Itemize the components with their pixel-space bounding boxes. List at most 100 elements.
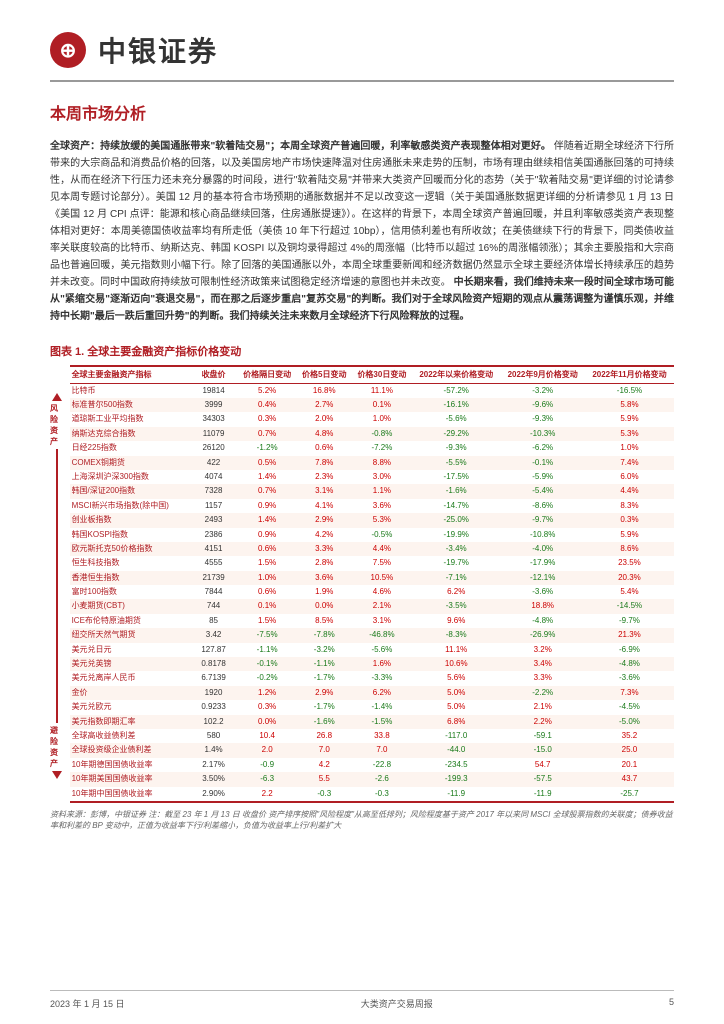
table-row: ICE布伦特原油期货851.5%8.5%3.1%9.6%-4.8%-9.7% — [70, 614, 674, 628]
table-cell: 1920 — [190, 686, 238, 700]
table-row: MSCI新兴市场指数(除中国)11570.9%4.1%3.6%-14.7%-8.… — [70, 499, 674, 513]
table-cell: -1.6% — [297, 715, 352, 729]
table-row: 10年期德国国债收益率2.17%-0.94.2-22.8-234.554.720… — [70, 758, 674, 772]
table-cell: -57.5 — [500, 772, 584, 786]
table-cell: 4.6% — [352, 585, 412, 599]
chart-title: 图表 1. 全球主要金融资产指标价格变动 — [50, 343, 674, 359]
table-cell: 4.2 — [297, 758, 352, 772]
table-cell: 580 — [190, 729, 238, 743]
table-cell: -7.8% — [297, 628, 352, 642]
table-cell: -5.4% — [500, 484, 584, 498]
table-row: 欧元斯托克50价格指数41510.6%3.3%4.4%-3.4%-4.0%8.6… — [70, 542, 674, 556]
table-cell: 2.9% — [297, 686, 352, 700]
table-cell: -9.3% — [412, 441, 500, 455]
table-cell: 5.3% — [585, 427, 674, 441]
table-cell: 5.9% — [585, 528, 674, 542]
table-cell: 25.0 — [585, 743, 674, 757]
table-row: 10年期中国国债收益率2.90%2.2-0.3-0.3-11.9-11.9-25… — [70, 787, 674, 802]
table-cell: 金价 — [70, 686, 190, 700]
col-header: 全球主要金融资产指标 — [70, 366, 190, 383]
table-cell: -7.1% — [412, 571, 500, 585]
section-title: 本周市场分析 — [50, 100, 674, 124]
table-cell: 23.5% — [585, 556, 674, 570]
table-cell: 3.3% — [500, 671, 584, 685]
safe-label: 避险资产 — [50, 723, 64, 771]
table-cell: -8.6% — [500, 499, 584, 513]
table-cell: 7328 — [190, 484, 238, 498]
col-header: 2022年9月价格变动 — [500, 366, 584, 383]
table-cell: 7.0 — [297, 743, 352, 757]
table-cell: -4.8% — [585, 657, 674, 671]
table-cell: -2.2% — [500, 686, 584, 700]
table-cell: 2.0 — [238, 743, 297, 757]
table-cell: -10.3% — [500, 427, 584, 441]
arrow-down-icon — [52, 771, 62, 779]
table-cell: 韩国/深证200指数 — [70, 484, 190, 498]
table-cell: 3.3% — [297, 542, 352, 556]
table-cell: -3.2% — [500, 383, 584, 398]
table-cell: 2.2% — [500, 715, 584, 729]
table-cell: -14.7% — [412, 499, 500, 513]
table-cell: 8.5% — [297, 614, 352, 628]
table-cell: 创业板指数 — [70, 513, 190, 527]
table-cell: -1.1% — [238, 643, 297, 657]
table-cell: 7.5% — [352, 556, 412, 570]
table-cell: 85 — [190, 614, 238, 628]
table-cell: -9.7% — [585, 614, 674, 628]
table-cell: -1.7% — [297, 700, 352, 714]
asset-table-wrap: 风险资产 避险资产 全球主要金融资产指标收盘价价格隔日变动价格5日变动价格30日… — [50, 365, 674, 803]
table-cell: 香港恒生指数 — [70, 571, 190, 585]
table-cell: -1.5% — [352, 715, 412, 729]
table-cell: 美元兑日元 — [70, 643, 190, 657]
table-cell: 5.4% — [585, 585, 674, 599]
table-cell: 1.2% — [238, 686, 297, 700]
brand-name: 中银证券 — [98, 30, 218, 70]
table-cell: -199.3 — [412, 772, 500, 786]
table-cell: 8.3% — [585, 499, 674, 513]
table-cell: 1.4% — [190, 743, 238, 757]
table-row: 上海深圳沪深300指数40741.4%2.3%3.0%-17.5%-5.9%6.… — [70, 470, 674, 484]
table-cell: 21.3% — [585, 628, 674, 642]
table-row: 日经225指数26120-1.2%0.6%-7.2%-9.3%-6.2%1.0% — [70, 441, 674, 455]
table-cell: 10年期美国国债收益率 — [70, 772, 190, 786]
table-cell: -9.3% — [500, 412, 584, 426]
footer-page: 5 — [669, 997, 674, 1010]
table-header-row: 全球主要金融资产指标收盘价价格隔日变动价格5日变动价格30日变动2022年以来价… — [70, 366, 674, 383]
table-cell: 4074 — [190, 470, 238, 484]
table-cell: -6.9% — [585, 643, 674, 657]
table-cell: -6.2% — [500, 441, 584, 455]
table-cell: ICE布伦特原油期货 — [70, 614, 190, 628]
table-cell: 5.8% — [585, 398, 674, 412]
table-cell: 0.0% — [238, 715, 297, 729]
table-cell: -7.2% — [352, 441, 412, 455]
table-row: 创业板指数24931.4%2.9%5.3%-25.0%-9.7%0.3% — [70, 513, 674, 527]
table-cell: -57.2% — [412, 383, 500, 398]
table-cell: 6.0% — [585, 470, 674, 484]
table-row: 富时100指数78440.6%1.9%4.6%6.2%-3.6%5.4% — [70, 585, 674, 599]
table-cell: 标准普尔500指数 — [70, 398, 190, 412]
table-cell: 2.7% — [297, 398, 352, 412]
table-cell: 美元指数即期汇率 — [70, 715, 190, 729]
table-row: 道琼斯工业平均指数343030.3%2.0%1.0%-5.6%-9.3%5.9% — [70, 412, 674, 426]
table-cell: 35.2 — [585, 729, 674, 743]
body-mid: 伴随着近期全球经济下行所带来的大宗商品和消费品价格的回落，以及美国房地产市场快速… — [50, 141, 674, 288]
table-row: 纽交所天然气期货3.42-7.5%-7.8%-46.8%-8.3%-26.9%2… — [70, 628, 674, 642]
table-cell: MSCI新兴市场指数(除中国) — [70, 499, 190, 513]
table-cell: 19814 — [190, 383, 238, 398]
table-cell: 欧元斯托克50价格指数 — [70, 542, 190, 556]
table-cell: 2.1% — [500, 700, 584, 714]
table-row: 标准普尔500指数39990.4%2.7%0.1%-16.1%-9.6%5.8% — [70, 398, 674, 412]
table-cell: 4555 — [190, 556, 238, 570]
table-cell: 26.8 — [297, 729, 352, 743]
table-cell: 744 — [190, 599, 238, 613]
table-cell: 0.6% — [238, 542, 297, 556]
table-cell: 3.6% — [297, 571, 352, 585]
table-cell: 0.3% — [585, 513, 674, 527]
table-cell: -25.0% — [412, 513, 500, 527]
table-cell: 0.6% — [238, 585, 297, 599]
table-cell: -8.3% — [412, 628, 500, 642]
col-header: 2022年11月价格变动 — [585, 366, 674, 383]
table-cell: -1.6% — [412, 484, 500, 498]
table-cell: 2.1% — [352, 599, 412, 613]
table-cell: 10年期中国国债收益率 — [70, 787, 190, 802]
